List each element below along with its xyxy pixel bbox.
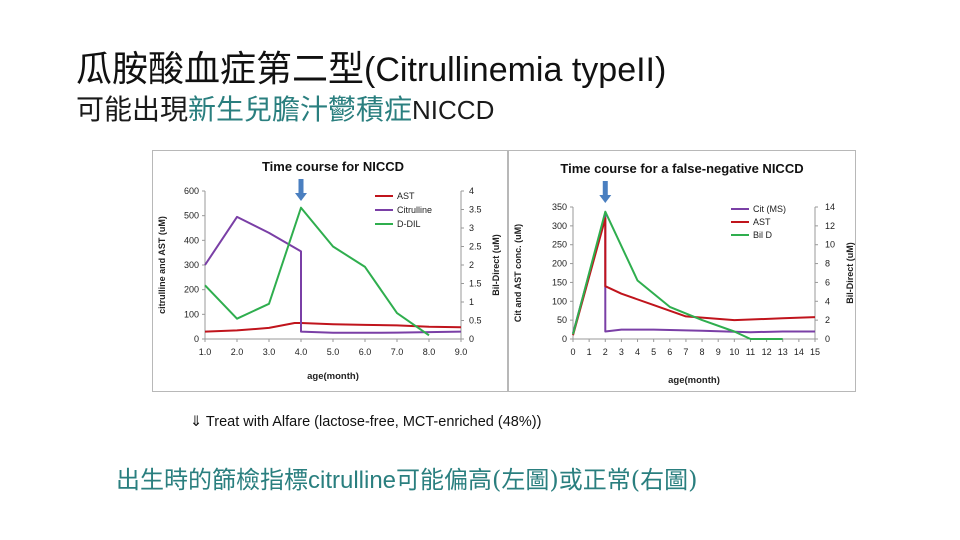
legend-label: AST: [753, 217, 771, 227]
y-tick-label: 50: [557, 315, 567, 325]
x-tick-label: 12: [762, 347, 772, 357]
series-line-ast: [572, 217, 816, 336]
series-line-dbil: [572, 210, 783, 340]
title-latin: (Citrullinemia typeII): [364, 51, 667, 89]
x-tick-label: 0: [570, 347, 575, 357]
subtitle-highlight: 新生兒膽汁鬱積症: [188, 93, 413, 126]
x-tick-label: 3.0: [263, 347, 276, 357]
x-tick-label: 1: [587, 347, 592, 357]
treatment-note: ⇓ Treat with Alfare (lactose-free, MCT-e…: [190, 414, 542, 430]
y2-tick-label: 8: [825, 259, 830, 269]
chart-left: Time course for NICCD 1.0 2.0 3.0 4.0 5.0 6.0 7…: [157, 159, 501, 382]
chart-panel-right: Time course for a false-negative NICCD 0 1…: [508, 150, 856, 392]
x-tick-label: 11: [746, 347, 755, 357]
y2-tick-label: 14: [825, 202, 835, 212]
y2-tick-label: 12: [825, 221, 835, 231]
y-tick-label: 300: [184, 260, 199, 270]
y-tick-label: 150: [552, 277, 567, 287]
treatment-arrow-icon: [599, 195, 612, 203]
x-tick-label: 6: [667, 347, 672, 357]
subtitle-latin: NICCD: [412, 95, 495, 125]
series-line-ast: [204, 322, 462, 333]
title-main: 瓜胺酸血症第二型: [76, 49, 365, 90]
x-tick-label: 2.0: [231, 347, 244, 357]
y2-tick-label: 0: [469, 334, 474, 344]
legend-label: D-DIL: [397, 219, 421, 229]
y-tick-label: 0: [194, 334, 199, 344]
y2-axis-label: Bil-Direct (uM): [845, 242, 855, 304]
chart-title: Time course for NICCD: [262, 159, 404, 174]
y-tick-label: 250: [552, 240, 567, 250]
y2-tick-label: 0.5: [469, 316, 482, 326]
x-tick-label: 9.0: [455, 347, 468, 357]
y-tick-label: 0: [562, 334, 567, 344]
y-tick-label: 500: [184, 211, 199, 221]
treatment-arrow-shaft: [298, 179, 304, 193]
y2-tick-label: 6: [825, 277, 830, 287]
x-axis-label: age(month): [668, 375, 720, 386]
x-tick-label: 1.0: [199, 347, 212, 357]
x-tick-label: 4: [635, 347, 640, 357]
footer-caption: 出生時的篩檢指標citrulline可能偏高(左圖)或正常(右圖): [116, 460, 697, 495]
series-line-dbil: [204, 206, 430, 337]
x-tick-label: 9: [716, 347, 721, 357]
legend-label: Citrulline: [397, 205, 432, 215]
x-tick-label: 7: [683, 347, 688, 357]
series-line-citrulline: [204, 215, 462, 334]
y-tick-label: 300: [552, 221, 567, 231]
chart-title: Time course for a false-negative NICCD: [560, 161, 803, 176]
y2-axis-label: Bil-Direct (uM): [491, 234, 501, 296]
x-tick-label: 13: [778, 347, 788, 357]
x-tick-label: 5.0: [327, 347, 340, 357]
y2-tick-label: 4: [469, 186, 474, 196]
y-tick-label: 200: [552, 259, 567, 269]
y-tick-label: 350: [552, 202, 567, 212]
footer-latin: citrulline: [308, 467, 397, 494]
x-axis-label: age(month): [307, 371, 359, 382]
footer-part1: 出生時的篩檢指標: [116, 466, 308, 494]
y2-tick-label: 1.5: [469, 279, 482, 289]
x-tick-label: 7.0: [391, 347, 404, 357]
y2-tick-label: 2: [469, 260, 474, 270]
x-tick-label: 10: [729, 347, 739, 357]
treatment-arrow-shaft: [602, 181, 608, 195]
y2-tick-label: 0: [825, 334, 830, 344]
page-title: 瓜胺酸血症第二型(Citrullinemia typeII): [76, 40, 666, 92]
y-axis-label: Cit and AST conc. (uM): [513, 224, 523, 322]
y-axis-label: citrulline and AST (uM): [157, 216, 167, 314]
y2-tick-label: 1: [469, 297, 474, 307]
y-tick-label: 100: [184, 309, 199, 319]
footer-part2: 可能偏高(左圖)或正常(右圖): [396, 466, 698, 494]
y2-tick-label: 2.5: [469, 242, 482, 252]
x-tick-label: 6.0: [359, 347, 372, 357]
y2-tick-label: 10: [825, 240, 835, 250]
x-tick-label: 15: [810, 347, 820, 357]
x-tick-label: 14: [794, 347, 804, 357]
x-tick-label: 8.0: [423, 347, 436, 357]
page-subtitle: 可能出現新生兒膽汁鬱積症NICCD: [76, 88, 494, 128]
x-tick-label: 2: [603, 347, 608, 357]
y-tick-label: 100: [552, 296, 567, 306]
legend-label: Cit (MS): [753, 204, 786, 214]
treatment-arrow-icon: [295, 193, 307, 201]
x-tick-label: 4.0: [295, 347, 308, 357]
y2-tick-label: 2: [825, 315, 830, 325]
y-tick-label: 200: [184, 285, 199, 295]
x-tick-label: 8: [700, 347, 705, 357]
y2-tick-label: 3.5: [469, 205, 482, 215]
x-tick-label: 5: [651, 347, 656, 357]
legend-label: AST: [397, 191, 415, 201]
legend-label: Bil D: [753, 230, 773, 240]
series-line-citrulline: [572, 213, 815, 334]
y2-tick-label: 3: [469, 223, 474, 233]
x-tick-label: 3: [619, 347, 624, 357]
y-tick-label: 400: [184, 235, 199, 245]
y2-tick-label: 4: [825, 296, 830, 306]
chart-panel-left: Time course for NICCD 1.0 2.0 3.0 4.0 5.0 6.0 7…: [152, 150, 508, 392]
y-tick-label: 600: [184, 186, 199, 196]
subtitle-lead: 可能出現: [76, 93, 189, 126]
